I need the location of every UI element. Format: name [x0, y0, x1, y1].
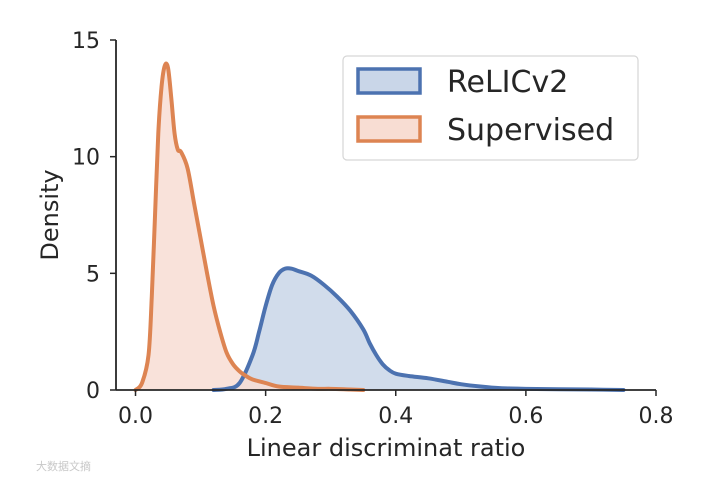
density-areas [133, 61, 626, 392]
legend-label-relicv2: ReLICv2 [447, 65, 568, 100]
area-fill-relicv2 [213, 268, 624, 390]
density-line-relicv2 [211, 266, 626, 392]
x-tick-label: 0.2 [248, 404, 283, 429]
x-tick-label: 0.0 [118, 404, 153, 429]
y-ticks: 0 5 10 15 [72, 29, 116, 404]
y-tick-label: 5 [86, 262, 100, 287]
y-tick-label: 10 [72, 146, 100, 171]
x-axis-label: Linear discriminat ratio [247, 434, 526, 462]
x-tick-label: 0.4 [378, 404, 413, 429]
area-fill-supervised [135, 63, 364, 390]
legend-swatch-supervised [356, 115, 422, 143]
y-tick-label: 0 [86, 379, 100, 404]
legend-swatch-relicv2 [356, 67, 422, 95]
y-tick-label: 15 [72, 29, 100, 54]
legend: ReLICv2 Supervised [342, 55, 639, 161]
legend-label-supervised: Supervised [447, 113, 614, 148]
density-line-supervised [133, 61, 366, 392]
x-tick-label: 0.6 [508, 404, 543, 429]
y-axis-label: Density [36, 169, 64, 260]
x-tick-label: 0.8 [639, 404, 674, 429]
x-ticks: 0.0 0.2 0.4 0.6 0.8 [118, 390, 674, 429]
watermark: 大数据文摘 [36, 459, 91, 473]
